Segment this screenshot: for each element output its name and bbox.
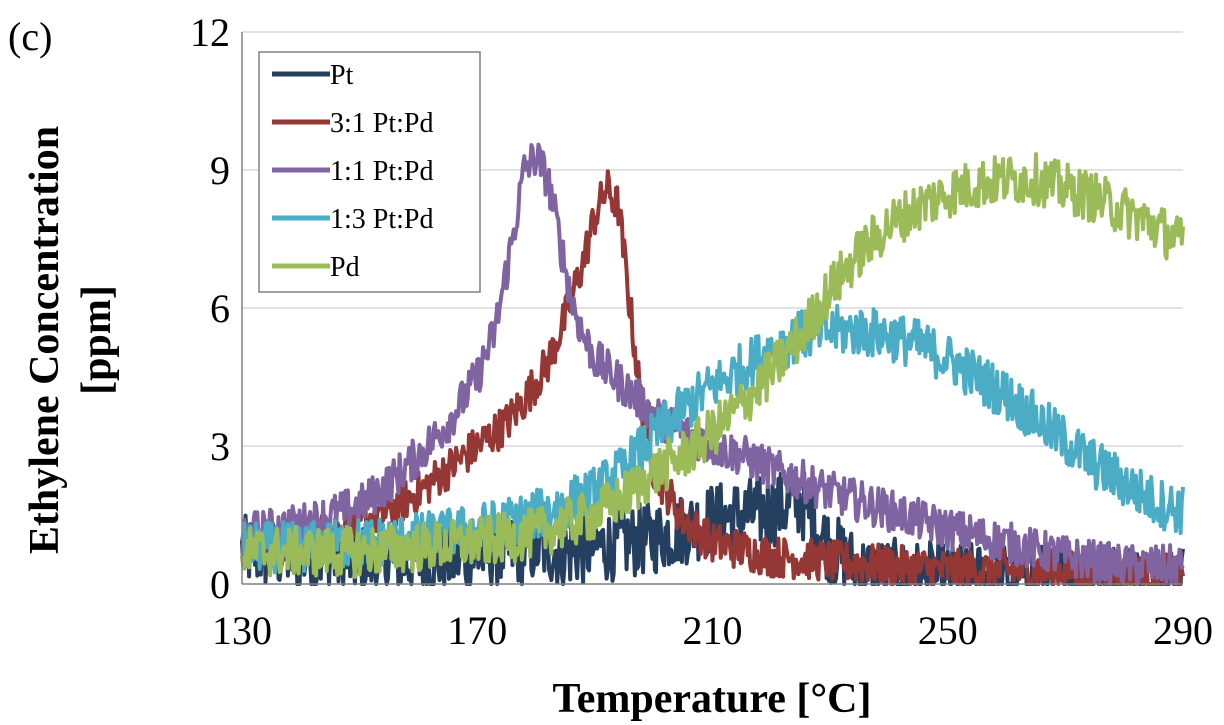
legend-label: Pd [330, 252, 360, 283]
axes [241, 32, 1183, 585]
x-tick-label: 170 [447, 608, 507, 653]
x-tick-label: 250 [918, 608, 978, 653]
y-tick-label: 12 [190, 10, 230, 55]
x-tick-label: 290 [1153, 608, 1213, 653]
y-tick-label: 9 [210, 148, 230, 193]
legend-label: Pt [330, 60, 354, 91]
series-line-5 [240, 152, 1185, 579]
y-tick-label: 0 [210, 562, 230, 607]
y-axis-title-line-1: Ethylene Concentration [22, 126, 68, 554]
x-axis-title: Temperature [°C] [553, 676, 872, 722]
legend-label: 1:3 Pt:Pd [330, 204, 433, 235]
series-line-3 [240, 142, 1185, 586]
plot-series [240, 142, 1185, 586]
x-tick-labels: 130 170 210 250 290 [212, 608, 1213, 653]
legend-label: 1:1 Pt:Pd [330, 156, 433, 187]
legend-label: 3:1 Pt:Pd [330, 108, 433, 139]
panel-label: (c) [8, 14, 52, 59]
y-tick-label: 6 [210, 286, 230, 331]
y-axis-title-line-2: [ppm] [74, 285, 120, 395]
x-tick-label: 210 [683, 608, 743, 653]
legend: Pt 3:1 Pt:Pd 1:1 Pt:Pd 1:3 Pt:Pd Pd [258, 51, 481, 293]
y-tick-labels: 0 3 6 9 12 [190, 10, 230, 607]
y-axis-title: Ethylene Concentration [ppm] [22, 126, 120, 554]
y-tick-label: 3 [210, 424, 230, 469]
x-tick-label: 130 [212, 608, 272, 653]
